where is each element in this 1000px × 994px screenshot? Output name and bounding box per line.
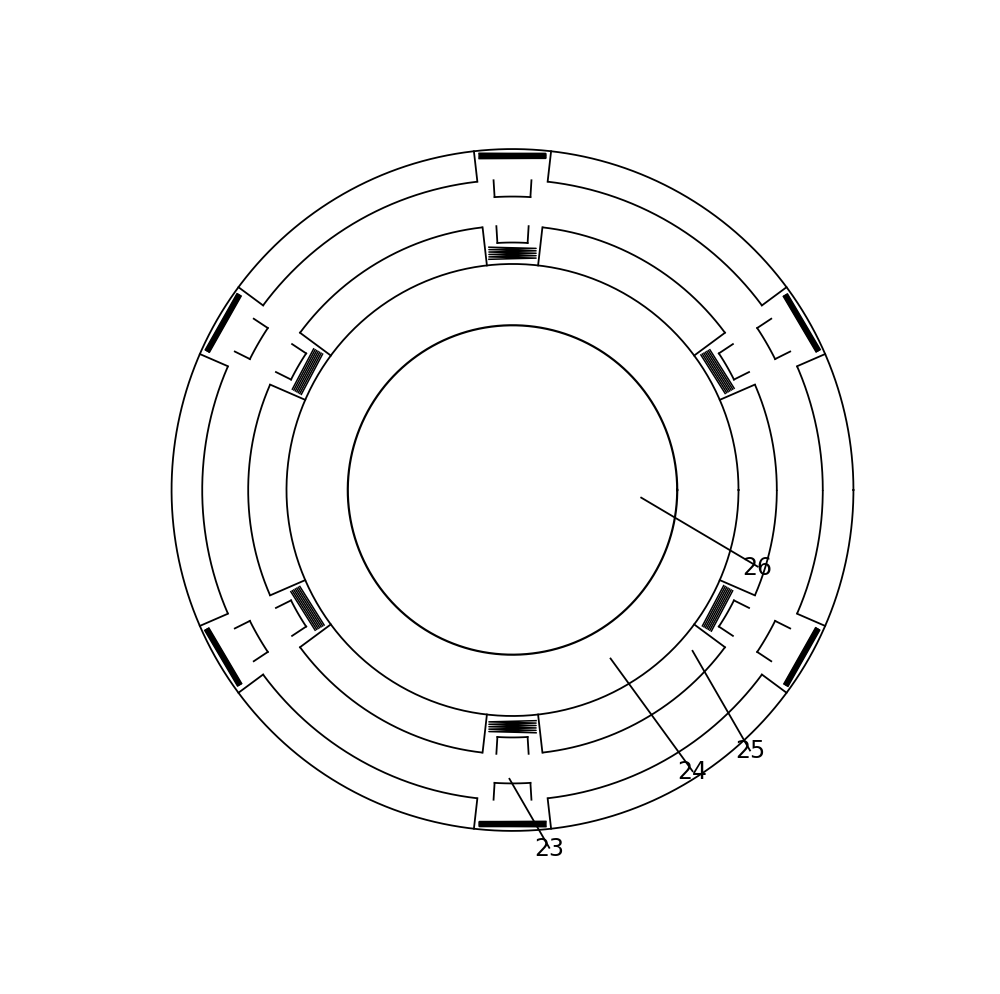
Text: 25: 25 bbox=[735, 739, 765, 762]
Text: 26: 26 bbox=[743, 555, 773, 580]
Text: 24: 24 bbox=[678, 759, 708, 783]
Text: 23: 23 bbox=[534, 836, 564, 860]
